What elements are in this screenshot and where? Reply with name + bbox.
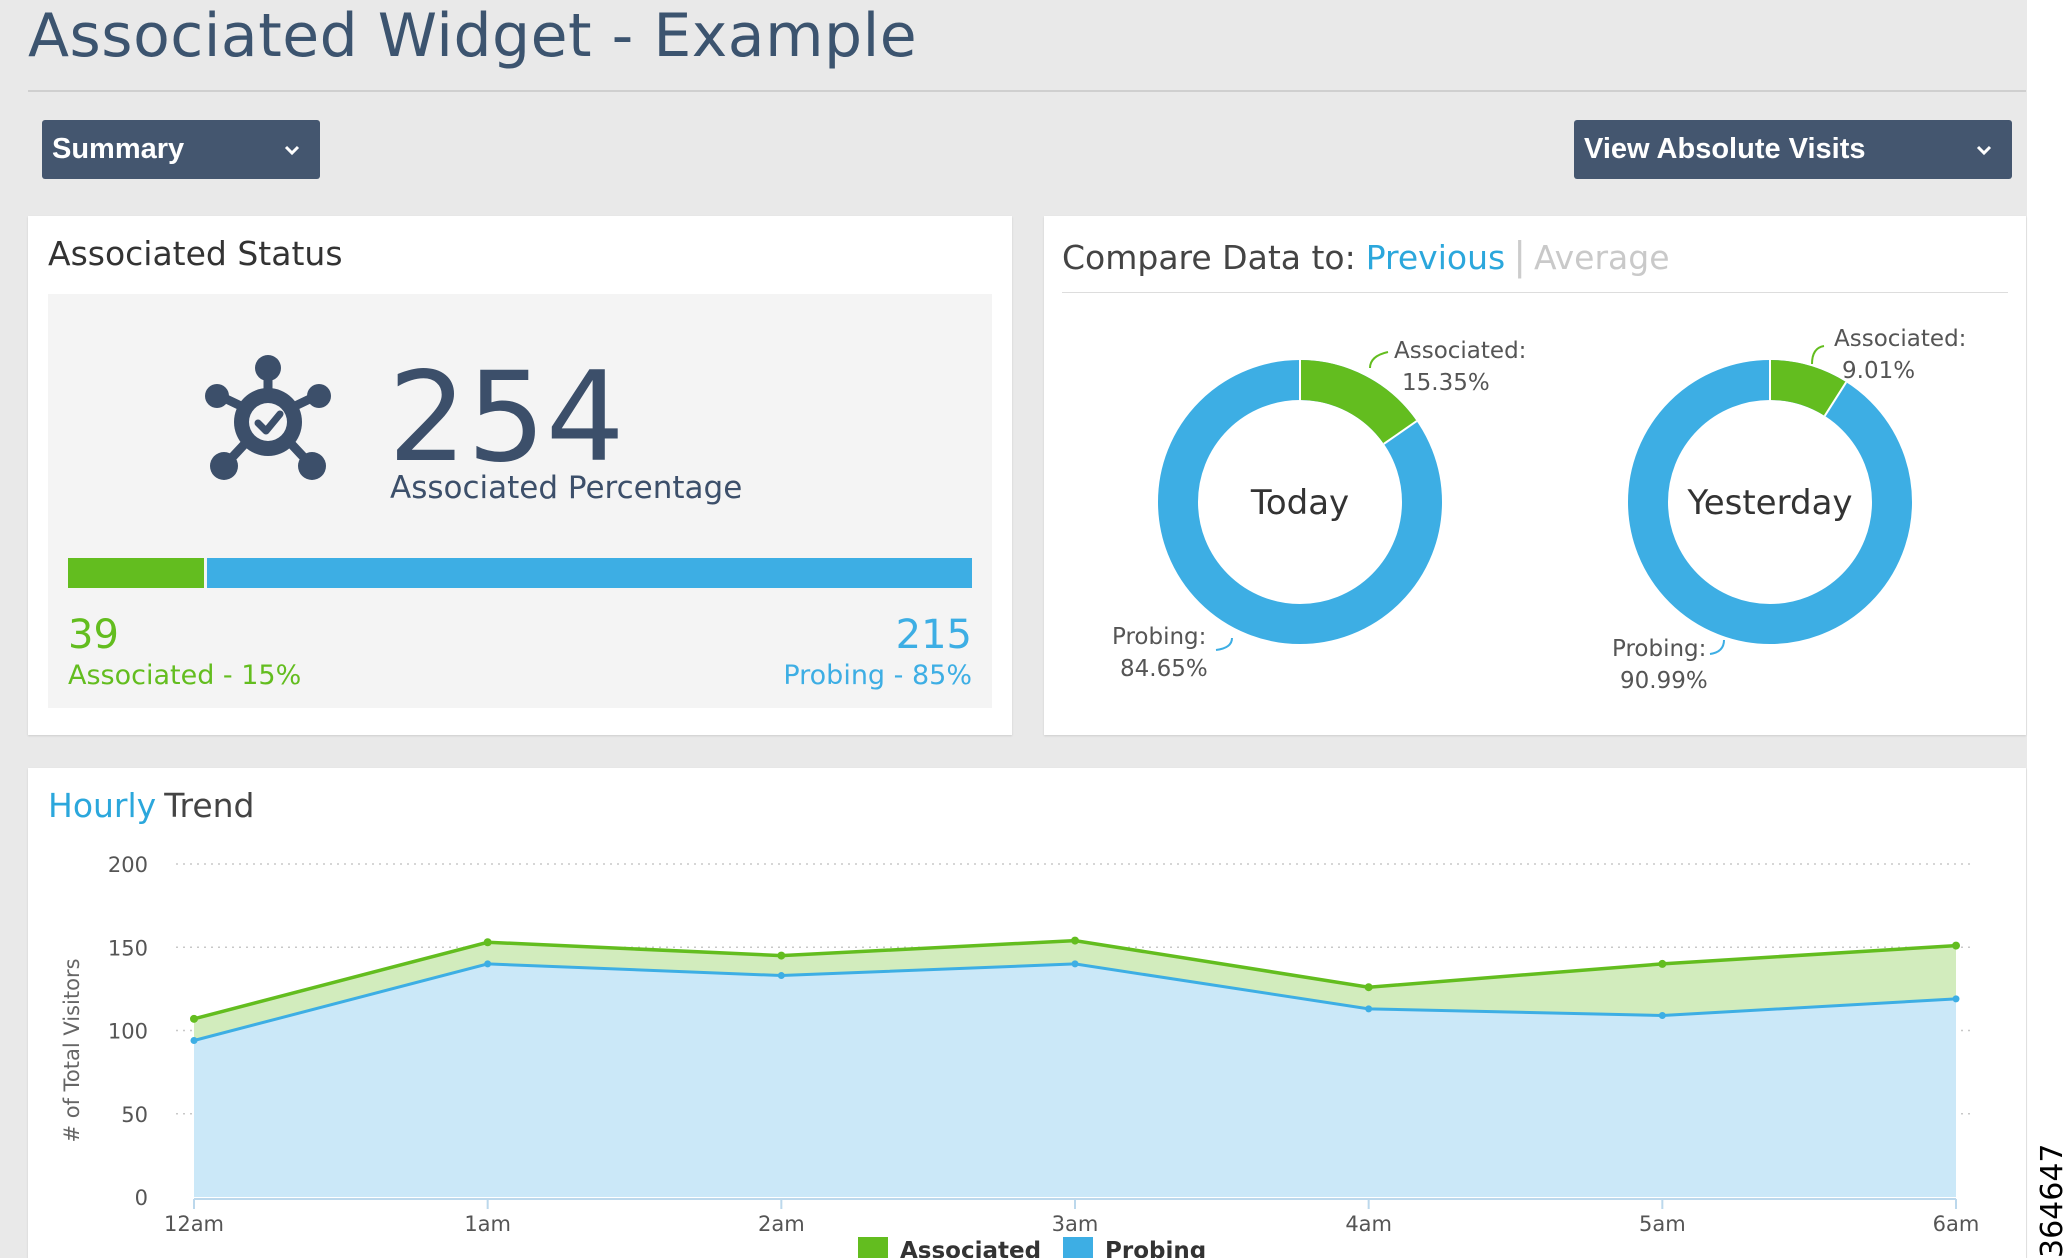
- donut-center-label: Today: [1250, 483, 1349, 523]
- chevron-down-icon: [284, 145, 300, 155]
- compare-data-card: Compare Data to: Previous | Average Toda…: [1044, 216, 2026, 735]
- associated-point: [1658, 959, 1667, 968]
- compare-option-divider: |: [1513, 234, 1526, 278]
- view-absolute-visits-dropdown[interactable]: View Absolute Visits: [1574, 120, 2012, 179]
- donut-associated-leader: [1369, 351, 1389, 369]
- donut-probing-leader: [1709, 639, 1725, 655]
- compare-previous-option[interactable]: Previous: [1365, 238, 1506, 277]
- donut-associated-value: 15.35%: [1402, 370, 1490, 396]
- associated-point: [190, 1014, 198, 1023]
- compare-donut-charts: Today Associated: 15.35% Probing: 84.65% Yest…: [1112, 326, 1966, 694]
- associated-point: [777, 951, 786, 960]
- summary-dropdown-label: Summary: [52, 133, 185, 165]
- legend-associated-label: Associated: [900, 1238, 1041, 1258]
- donut-associated-value: 9.01%: [1842, 358, 1915, 384]
- donut-associated-leader: [1811, 345, 1825, 365]
- probing-point: [1365, 1005, 1373, 1013]
- x-tick-label: 1am: [464, 1212, 511, 1236]
- associated-count: 39: [68, 612, 119, 658]
- associated-progress-segment: [68, 558, 204, 588]
- y-tick-label: 150: [108, 936, 148, 960]
- donut-associated-slice: [1299, 360, 1417, 445]
- trend-title-highlight: Hourly: [48, 786, 157, 825]
- probing-count: 215: [895, 612, 972, 658]
- legend-associated-swatch: [858, 1237, 888, 1258]
- donut-yesterday: Yesterday Associated: 9.01% Probing: 90.99%: [1612, 326, 1966, 694]
- x-tick-label: 4am: [1345, 1212, 1392, 1236]
- associated-point: [483, 938, 492, 947]
- probing-point: [1658, 1012, 1666, 1020]
- y-axis-label: # of Total Visitors: [60, 958, 84, 1142]
- x-tick-label: 12am: [164, 1212, 224, 1236]
- donut-slice-divider: [1383, 420, 1418, 445]
- associated-status-title: Associated Status: [48, 234, 343, 273]
- status-summary-panel: 254 Associated Percentage 39 Associated …: [48, 294, 992, 708]
- figure-id: 364647: [2035, 1143, 2069, 1258]
- compare-average-option[interactable]: Average: [1534, 238, 1670, 277]
- hourly-trend-card: Hourly Trend 0 50 100 150 200 # of Total Visit…: [28, 768, 2026, 1258]
- probing-progress-segment: [207, 558, 972, 588]
- chevron-down-icon: [1976, 145, 1992, 155]
- associated-count-label: Associated - 15%: [68, 660, 302, 691]
- title-divider: [28, 90, 2026, 92]
- y-tick-label: 200: [108, 853, 148, 877]
- legend-probing-label: Probing: [1105, 1238, 1206, 1258]
- compare-data-header: Compare Data to: Previous | Average: [1062, 234, 1670, 278]
- hourly-trend-chart: 0 50 100 150 200 # of Total Visitors 12am 1am 2a…: [60, 853, 1980, 1258]
- visits-dropdown-label: View Absolute Visits: [1584, 133, 1866, 165]
- probing-point: [1952, 995, 1960, 1003]
- associated-point: [1071, 936, 1079, 945]
- associated-point: [1952, 941, 1960, 950]
- donut-probing-label: Probing:: [1612, 636, 1706, 662]
- donut-associated-slice: [1769, 360, 1847, 417]
- probing-point: [1071, 960, 1079, 968]
- compare-data-label: Compare Data to:: [1062, 238, 1356, 277]
- donut-associated-label: Associated:: [1394, 338, 1526, 364]
- summary-dropdown[interactable]: Summary: [42, 120, 320, 179]
- x-tick-label: 3am: [1052, 1212, 1099, 1236]
- associated-total-number: 254: [388, 346, 625, 490]
- donut-probing-label: Probing:: [1112, 624, 1206, 650]
- compare-divider: [1062, 292, 2008, 293]
- donut-slice-divider: [1823, 381, 1848, 417]
- associated-total-label: Associated Percentage: [390, 470, 743, 506]
- associated-point: [1364, 983, 1373, 992]
- associated-status-card: Associated Status 254 Associated Percent…: [28, 216, 1012, 735]
- chart-legend: Associated Probing: [858, 1237, 1206, 1258]
- x-tick-label: 2am: [758, 1212, 805, 1236]
- donut-probing-value: 84.65%: [1120, 656, 1208, 682]
- probing-point: [777, 972, 785, 980]
- y-tick-label: 50: [121, 1103, 148, 1127]
- probing-point: [190, 1036, 198, 1044]
- donut-center-label: Yesterday: [1686, 483, 1852, 523]
- donut-associated-label: Associated:: [1834, 326, 1966, 352]
- legend-probing-swatch: [1063, 1237, 1093, 1258]
- probing-area: [194, 963, 1956, 1197]
- donut-probing-value: 90.99%: [1620, 668, 1708, 694]
- page-title: Associated Widget - Example: [28, 1, 918, 71]
- donut-probing-leader: [1215, 637, 1233, 651]
- network-hub-check-icon: [205, 355, 331, 480]
- probing-point: [484, 960, 492, 968]
- hourly-trend-title: Hourly Trend: [48, 786, 255, 825]
- trend-title-rest: Trend: [164, 786, 255, 825]
- probing-count-label: Probing - 85%: [783, 660, 972, 691]
- y-tick-label: 0: [135, 1186, 148, 1210]
- donut-today: Today Associated: 15.35% Probing: 84.65%: [1112, 338, 1526, 682]
- x-tick-label: 5am: [1639, 1212, 1686, 1236]
- x-tick-label: 6am: [1933, 1212, 1980, 1236]
- y-tick-label: 100: [108, 1020, 148, 1044]
